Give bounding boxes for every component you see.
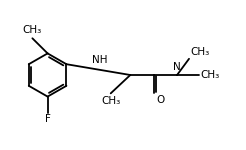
- Text: NH: NH: [92, 55, 107, 65]
- Text: CH₃: CH₃: [200, 70, 219, 80]
- Text: CH₃: CH₃: [23, 25, 42, 35]
- Text: CH₃: CH₃: [190, 47, 209, 57]
- Text: N: N: [173, 62, 181, 72]
- Text: O: O: [157, 95, 165, 105]
- Text: CH₃: CH₃: [101, 96, 120, 105]
- Text: F: F: [45, 114, 50, 124]
